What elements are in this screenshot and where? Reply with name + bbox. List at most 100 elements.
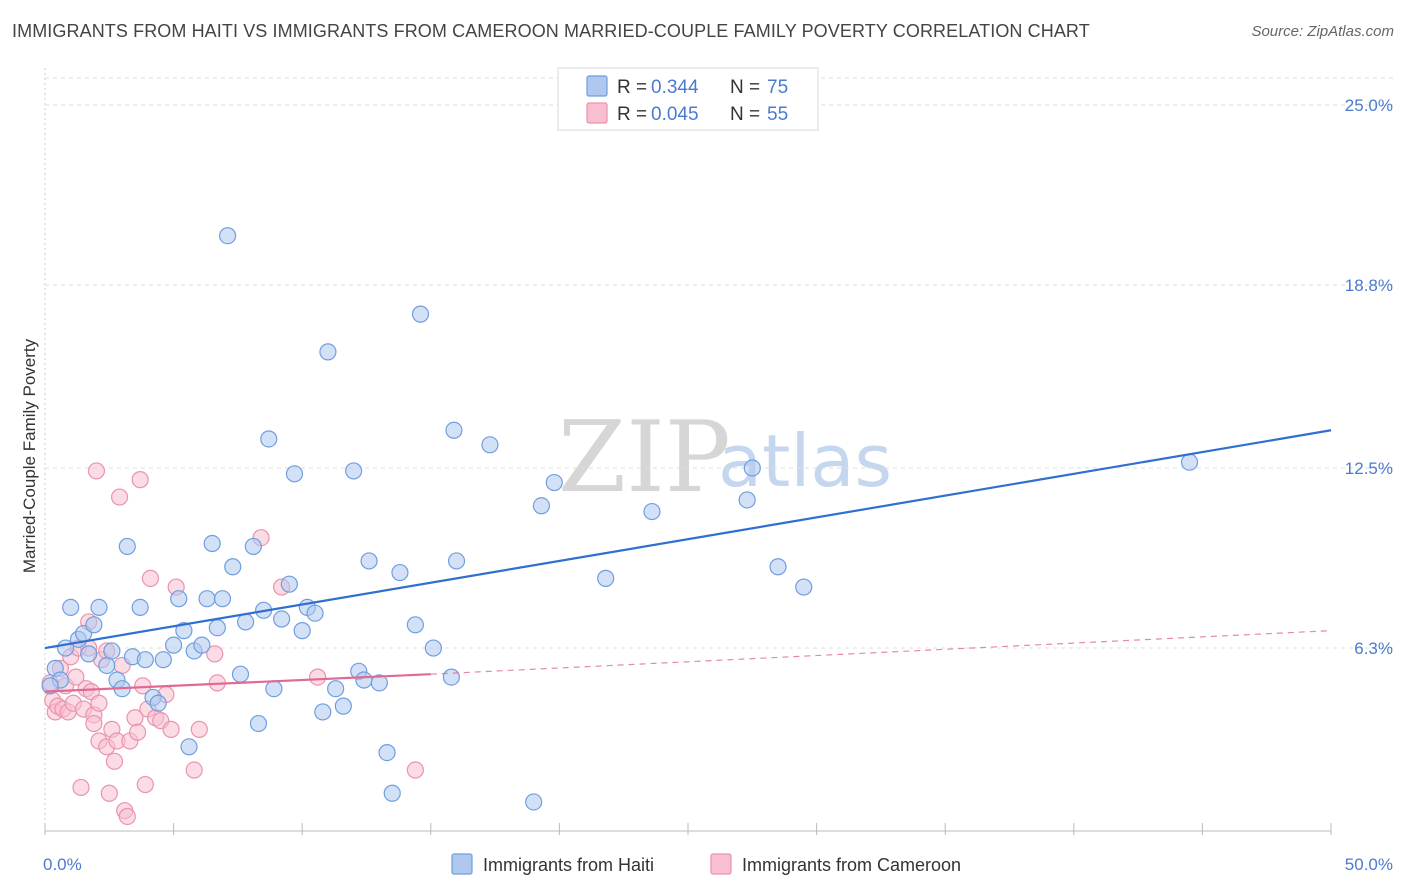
haiti-point xyxy=(198,590,216,608)
haiti-point xyxy=(481,436,499,454)
haiti-point xyxy=(795,578,813,596)
haiti-series xyxy=(41,227,1199,811)
haiti-point xyxy=(203,534,221,553)
haiti-point xyxy=(118,537,136,556)
grid-lines xyxy=(45,77,1394,649)
haiti-point xyxy=(85,616,103,634)
cameroon-point xyxy=(87,462,106,480)
cameroon-point xyxy=(185,761,203,779)
watermark-zip: ZIP xyxy=(558,401,731,515)
haiti-point xyxy=(319,343,337,361)
bottom-legend-swatch-cameroon xyxy=(710,853,732,875)
haiti-point xyxy=(378,743,396,762)
haiti-point xyxy=(193,636,211,654)
cameroon-trend-line xyxy=(44,673,431,693)
haiti-point xyxy=(237,613,255,631)
cameroon-point xyxy=(90,694,108,712)
haiti-point xyxy=(149,694,167,712)
haiti-trend-line xyxy=(44,429,1332,650)
legend-r-value-haiti: 0.344 xyxy=(651,77,699,98)
y-tick-label: 6.3% xyxy=(1354,639,1393,658)
haiti-point xyxy=(424,639,442,657)
haiti-point xyxy=(447,552,466,570)
cameroon-point xyxy=(136,775,154,794)
cameroon-point xyxy=(128,723,147,741)
bottom-legend-label-haiti: Immigrants from Haiti xyxy=(483,855,654,875)
cameroon-series xyxy=(41,462,424,826)
legend-swatch-cameroon xyxy=(586,102,608,124)
haiti-point xyxy=(306,604,324,622)
watermark: ZIP atlas xyxy=(558,401,892,515)
cameroon-point xyxy=(110,488,129,506)
cameroon-point xyxy=(190,720,208,738)
correlation-legend: R = 0.344 N = 75 R = 0.045 N = 55 xyxy=(557,67,819,131)
haiti-point xyxy=(103,642,121,660)
haiti-point xyxy=(62,598,80,617)
trend-lines xyxy=(44,429,1332,693)
cameroon-point xyxy=(162,720,180,738)
legend-r-label-cameroon: R = xyxy=(617,104,647,125)
haiti-point xyxy=(165,636,183,654)
haiti-point xyxy=(525,793,543,811)
cameroon-trend-extension xyxy=(430,630,1332,675)
haiti-point xyxy=(643,502,661,521)
haiti-point xyxy=(769,558,787,576)
watermark-atlas: atlas xyxy=(718,419,892,503)
y-tick-label: 12.5% xyxy=(1345,459,1393,478)
bottom-legend-label-cameroon: Immigrants from Cameroon xyxy=(742,855,961,875)
haiti-point xyxy=(273,610,291,628)
haiti-point xyxy=(532,497,550,515)
haiti-point xyxy=(285,465,304,483)
legend-n-value-cameroon: 55 xyxy=(767,104,788,125)
haiti-point xyxy=(345,462,363,480)
haiti-point xyxy=(80,645,98,663)
haiti-point xyxy=(334,697,352,715)
haiti-point xyxy=(244,537,262,556)
haiti-point xyxy=(314,703,332,721)
haiti-point xyxy=(383,784,401,802)
haiti-point xyxy=(175,622,193,640)
haiti-point xyxy=(260,430,278,448)
cameroon-point xyxy=(85,714,103,733)
haiti-point xyxy=(280,575,298,593)
cameroon-point xyxy=(406,761,424,779)
cameroon-point xyxy=(131,471,149,489)
haiti-point xyxy=(219,227,237,245)
tick-labels: 6.3% 12.5% 18.8% 25.0% 0.0% 50.0% xyxy=(43,96,1393,874)
haiti-point xyxy=(213,590,232,608)
cameroon-point xyxy=(118,807,136,826)
legend-n-label-haiti: N = xyxy=(730,77,760,98)
legend-swatch-haiti xyxy=(586,75,608,97)
haiti-point xyxy=(170,590,188,608)
haiti-point xyxy=(136,651,154,669)
haiti-point xyxy=(360,552,378,570)
haiti-point xyxy=(355,671,373,689)
haiti-point xyxy=(445,421,463,439)
cameroon-point xyxy=(105,752,124,770)
legend-n-value-haiti: 75 xyxy=(767,77,788,98)
haiti-point xyxy=(545,473,563,492)
y-axis-label: Married-Couple Family Poverty xyxy=(20,338,39,573)
haiti-point xyxy=(224,558,242,576)
bottom-legend-swatch-haiti xyxy=(451,853,473,875)
y-tick-label: 25.0% xyxy=(1345,96,1393,115)
haiti-point xyxy=(41,677,59,695)
haiti-point xyxy=(208,619,226,637)
haiti-point xyxy=(442,668,460,686)
chart-source: Source: ZipAtlas.com xyxy=(1251,23,1394,40)
haiti-point xyxy=(249,714,268,733)
haiti-point xyxy=(293,622,311,640)
haiti-point xyxy=(597,569,615,587)
legend-n-label-cameroon: N = xyxy=(730,104,760,125)
legend-r-label-haiti: R = xyxy=(617,77,647,98)
series-legend: Immigrants from Haiti Immigrants from Ca… xyxy=(451,853,961,875)
cameroon-point xyxy=(72,778,90,797)
haiti-point xyxy=(406,616,424,634)
haiti-point xyxy=(743,459,761,477)
haiti-point xyxy=(327,680,345,698)
x-tick-label: 50.0% xyxy=(1345,855,1393,874)
haiti-point xyxy=(738,491,756,509)
haiti-point xyxy=(1180,453,1199,471)
cameroon-point xyxy=(100,784,118,802)
